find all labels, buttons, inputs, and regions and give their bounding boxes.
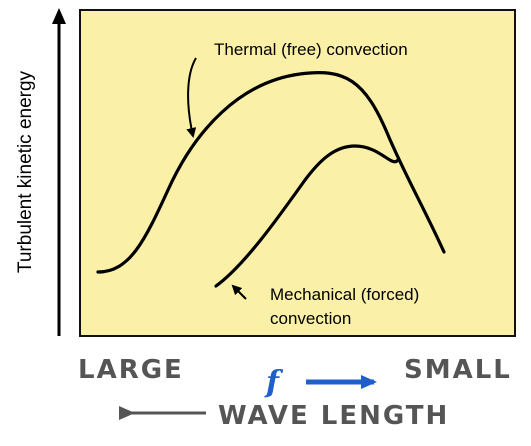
- y-axis-label: Turbulent kinetic energy: [15, 70, 36, 273]
- thermal-convection-curve: [96, 71, 446, 274]
- mechanical-convection-curve: [214, 144, 400, 288]
- large-label: LARGE: [78, 355, 184, 385]
- small-label: SMALL: [404, 355, 512, 385]
- y-axis-arrowhead-icon: [52, 8, 66, 24]
- mechanical-convection-label-line1: Mechanical (forced): [270, 285, 419, 304]
- mechanical-pointer-arrow: [231, 284, 247, 300]
- plot-panel: [79, 9, 516, 337]
- mechanical-convection-label-line2: convection: [270, 309, 351, 328]
- thermal-convection-label: Thermal (free) convection: [214, 40, 408, 59]
- wavelength-label: WAVE LENGTH: [218, 401, 449, 431]
- frequency-symbol: f: [264, 365, 284, 400]
- thermal-pointer-arrow: [186, 57, 197, 138]
